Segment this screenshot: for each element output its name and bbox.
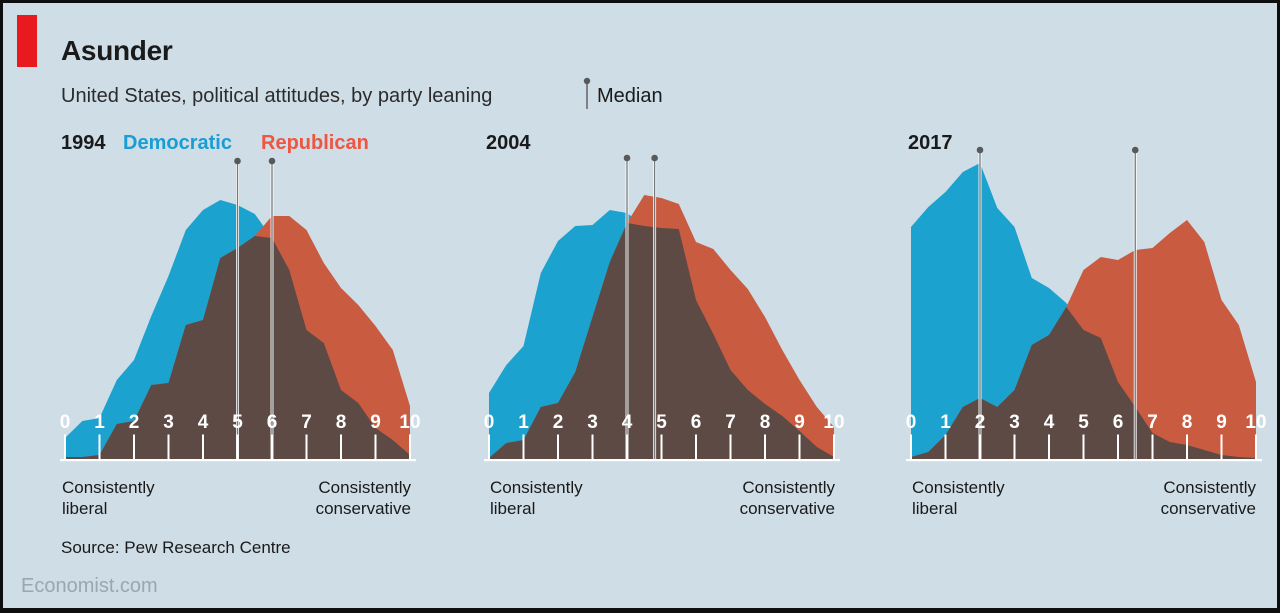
x-tick-label-2004-3: 3	[587, 412, 598, 433]
x-tick-label-2017-8: 8	[1182, 412, 1193, 433]
overlap-area-2017	[911, 307, 1256, 460]
x-tick-2017-1	[944, 434, 947, 460]
x-tick-label-2017-7: 7	[1147, 412, 1158, 433]
x-tick-label-1994-6: 6	[267, 412, 278, 433]
median-pin-head-republican-2004	[651, 154, 658, 162]
axis-label-conservative-1994: Consistently conservative	[315, 478, 411, 518]
median-pin-head-republican-2017	[1131, 146, 1139, 154]
x-tick-label-1994-9: 9	[370, 412, 381, 433]
democratic-area-2017	[911, 163, 1256, 460]
x-tick-1994-2	[133, 434, 135, 460]
x-tick-label-1994-0: 0	[60, 412, 71, 433]
x-tick-2017-5	[1082, 434, 1085, 460]
axis-label-liberal-2004: Consistently liberal	[490, 478, 583, 518]
panel-year-2017: 2017	[908, 132, 953, 154]
x-tick-1994-9	[374, 434, 377, 460]
x-tick-2004-2	[557, 434, 559, 460]
panel-year-1994: 1994	[61, 132, 106, 154]
x-tick-2004-4	[626, 434, 628, 460]
x-tick-2017-7	[1151, 434, 1154, 460]
x-tick-label-2017-4: 4	[1044, 412, 1055, 433]
economist-red-tab	[17, 15, 37, 67]
x-tick-label-2004-0: 0	[484, 412, 495, 433]
x-tick-2017-0	[910, 434, 912, 460]
median-pin-head-democratic-2017	[976, 146, 984, 154]
x-tick-label-2017-3: 3	[1009, 412, 1020, 433]
x-tick-2004-5	[660, 434, 663, 460]
x-tick-label-2017-9: 9	[1216, 412, 1227, 433]
economist-com-footer: Economist.com	[21, 575, 158, 597]
x-tick-label-2017-1: 1	[940, 412, 951, 433]
panel-year-2004: 2004	[486, 132, 531, 154]
legend-republican: Republican	[261, 132, 369, 154]
x-tick-2004-9	[798, 434, 801, 460]
axis-label-conservative-2004: Consistently conservative	[739, 478, 835, 518]
x-tick-label-2017-0: 0	[906, 412, 917, 433]
x-tick-label-2004-5: 5	[656, 412, 667, 433]
x-tick-1994-1	[98, 434, 101, 460]
x-tick-label-1994-3: 3	[163, 412, 174, 433]
x-tick-2017-6	[1117, 434, 1119, 460]
axis-label-liberal-2017: Consistently liberal	[912, 478, 1005, 518]
x-tick-2004-7	[729, 434, 732, 460]
axis-label-conservative-2017: Consistently conservative	[1160, 478, 1256, 518]
median-pin-head-republican-1994	[268, 157, 276, 165]
x-axis-2004	[484, 459, 840, 462]
median-pin-head-democratic-2004	[623, 154, 631, 162]
x-tick-1994-5	[236, 434, 239, 460]
x-tick-2004-0	[488, 434, 490, 460]
x-tick-label-2017-6: 6	[1113, 412, 1124, 433]
x-tick-label-1994-7: 7	[301, 412, 312, 433]
x-tick-1994-8	[340, 434, 342, 460]
x-tick-2004-6	[695, 434, 697, 460]
x-tick-2004-10	[833, 434, 835, 460]
x-tick-label-2004-4: 4	[622, 412, 633, 433]
x-tick-1994-7	[305, 434, 308, 460]
x-tick-2017-4	[1048, 434, 1050, 460]
x-tick-label-2017-2: 2	[975, 412, 986, 433]
chart-subtitle: United States, political attitudes, by p…	[61, 85, 493, 107]
x-tick-label-1994-4: 4	[198, 412, 209, 433]
source-note: Source: Pew Research Centre	[61, 538, 291, 557]
median-pin-icon	[583, 77, 591, 109]
x-tick-label-2004-6: 6	[691, 412, 702, 433]
x-tick-2017-2	[979, 434, 981, 460]
x-tick-2017-8	[1186, 434, 1188, 460]
x-tick-2017-9	[1220, 434, 1223, 460]
x-tick-1994-0	[64, 434, 66, 460]
x-tick-2017-3	[1013, 434, 1016, 460]
distribution-charts: 0 1 2 3 4 5 6 7 8 9 10 0 1 2 3 4 5 6 7 8 9 10 0 1 2 3 4 5 6 7 8 9 10	[60, 146, 1267, 462]
x-tick-label-2017-5: 5	[1078, 412, 1089, 433]
legend-democratic: Democratic	[123, 132, 232, 154]
axis-label-liberal-1994: Consistently liberal	[62, 478, 155, 518]
x-tick-label-1994-8: 8	[336, 412, 347, 433]
median-legend-label: Median	[597, 85, 663, 107]
x-tick-label-2004-9: 9	[794, 412, 805, 433]
x-tick-label-2004-10: 10	[823, 412, 844, 433]
x-tick-2004-8	[764, 434, 766, 460]
x-tick-label-2004-1: 1	[518, 412, 529, 433]
x-tick-label-2017-10: 10	[1245, 412, 1266, 433]
x-tick-2004-1	[522, 434, 525, 460]
x-tick-label-1994-2: 2	[129, 412, 140, 433]
x-tick-1994-10	[409, 434, 411, 460]
x-axis-2017	[906, 459, 1262, 462]
x-tick-label-1994-10: 10	[399, 412, 420, 433]
x-tick-label-2004-7: 7	[725, 412, 736, 433]
x-tick-label-1994-1: 1	[94, 412, 105, 433]
x-tick-1994-4	[202, 434, 204, 460]
x-tick-2017-10	[1255, 434, 1257, 460]
x-tick-label-2004-2: 2	[553, 412, 564, 433]
median-pin-head-democratic-1994	[234, 157, 241, 165]
chart-title: Asunder	[61, 35, 173, 66]
x-tick-2004-3	[591, 434, 594, 460]
x-tick-1994-6	[271, 434, 273, 460]
x-tick-1994-3	[167, 434, 170, 460]
x-tick-label-2004-8: 8	[760, 412, 771, 433]
overlap-area-2004	[489, 223, 834, 460]
x-tick-label-1994-5: 5	[232, 412, 243, 433]
x-axis-1994	[60, 459, 416, 462]
